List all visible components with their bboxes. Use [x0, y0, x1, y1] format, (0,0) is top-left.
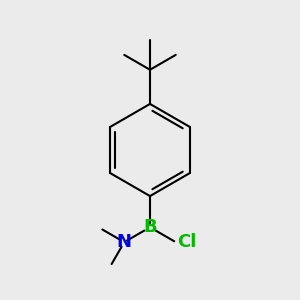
Text: N: N — [117, 233, 132, 251]
Text: Cl: Cl — [177, 233, 196, 251]
Text: B: B — [143, 218, 157, 236]
